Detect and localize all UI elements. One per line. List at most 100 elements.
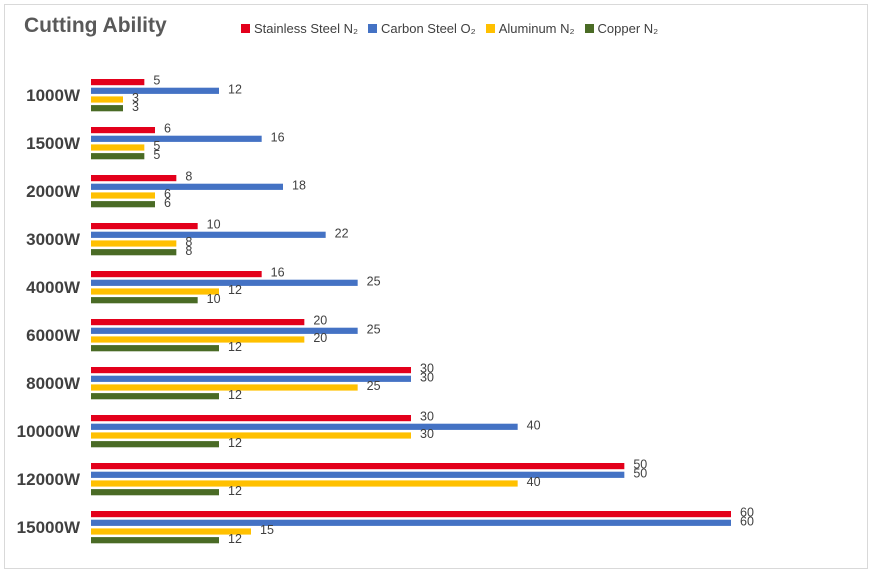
legend-swatch-aluminum	[485, 24, 495, 33]
data-label-6000w-series-1: 25	[367, 322, 381, 336]
data-label-12000w-series-1: 50	[633, 466, 647, 480]
data-label-6000w-series-2: 20	[313, 331, 327, 345]
bar-10000w-series-0	[91, 415, 411, 422]
bar-15000w-series-2	[91, 528, 251, 535]
data-label-6000w-series-3: 12	[228, 340, 242, 354]
data-label-2000w-series-3: 6	[164, 196, 171, 210]
data-label-15000w-series-2: 15	[260, 523, 274, 537]
category-label-2000w: 2000W	[26, 182, 81, 201]
bar-10000w-series-2	[91, 432, 411, 439]
data-label-1500w-series-3: 5	[153, 148, 160, 162]
legend-label-aluminum: Aluminum N₂	[498, 21, 575, 36]
bar-15000w-series-3	[91, 537, 219, 544]
data-label-2000w-series-2: 6	[164, 187, 171, 201]
bar-6000w-series-3	[91, 345, 219, 352]
legend-swatch-stainless-steel	[241, 24, 250, 33]
category-label-10000w: 10000W	[17, 422, 81, 441]
data-label-8000w-series-3: 12	[228, 388, 242, 402]
bar-1000w-series-1	[91, 87, 219, 94]
bar-12000w-series-1	[91, 471, 625, 478]
data-label-1500w-series-0: 6	[164, 122, 171, 136]
bar-10000w-series-3	[91, 441, 219, 448]
legend-item-copper: Copper N₂	[584, 21, 659, 36]
category-label-3000w: 3000W	[26, 230, 81, 249]
chart-legend: Stainless Steel N₂ Carbon Steel O₂ Alumi…	[241, 21, 658, 36]
data-label-15000w-series-1: 60	[740, 514, 754, 528]
bar-8000w-series-2	[91, 384, 358, 391]
bar-6000w-series-0	[91, 319, 305, 326]
legend-label-carbon-steel: Carbon Steel O₂	[381, 21, 476, 36]
bar-1500w-series-1	[91, 135, 262, 142]
data-label-6000w-series-0: 20	[313, 314, 327, 328]
bar-2000w-series-1	[91, 183, 283, 190]
bar-12000w-series-3	[91, 489, 219, 496]
data-label-10000w-series-0: 30	[420, 410, 434, 424]
data-label-1000w-series-0: 5	[153, 74, 160, 88]
data-label-12000w-series-2: 40	[527, 475, 541, 489]
bar-3000w-series-2	[91, 240, 177, 247]
bar-3000w-series-3	[91, 249, 177, 256]
data-label-8000w-series-1: 30	[420, 370, 434, 384]
bar-4000w-series-1	[91, 279, 358, 286]
bar-2000w-series-0	[91, 175, 177, 182]
data-label-8000w-series-0: 30	[420, 362, 434, 376]
bar-6000w-series-1	[91, 327, 358, 334]
bar-1000w-series-3	[91, 105, 123, 112]
legend-item-carbon-steel: Carbon Steel O₂	[368, 21, 476, 36]
category-label-1500w: 1500W	[26, 134, 81, 153]
data-label-1500w-series-2: 5	[153, 139, 160, 153]
bar-1000w-series-0	[91, 79, 145, 86]
category-label-12000w: 12000W	[17, 470, 81, 489]
data-label-4000w-series-1: 25	[367, 274, 381, 288]
bar-4000w-series-3	[91, 297, 198, 304]
legend-label-copper: Copper N₂	[597, 21, 659, 36]
data-label-4000w-series-2: 12	[228, 283, 242, 297]
data-label-10000w-series-2: 30	[420, 427, 434, 441]
category-label-1000w: 1000W	[26, 86, 81, 105]
category-label-4000w: 4000W	[26, 278, 81, 297]
data-label-3000w-series-2: 8	[185, 235, 192, 249]
data-label-3000w-series-3: 8	[185, 244, 192, 258]
bar-4000w-series-0	[91, 271, 262, 278]
data-label-10000w-series-1: 40	[527, 418, 541, 432]
data-label-15000w-series-0: 60	[740, 506, 754, 520]
data-label-1000w-series-2: 3	[132, 91, 139, 105]
data-label-15000w-series-3: 12	[228, 532, 242, 546]
data-label-3000w-series-1: 22	[335, 226, 349, 240]
bar-15000w-series-1	[91, 519, 731, 526]
legend-item-aluminum: Aluminum N₂	[485, 21, 575, 36]
data-label-2000w-series-0: 8	[185, 170, 192, 184]
data-label-1000w-series-3: 3	[132, 100, 139, 114]
data-label-8000w-series-2: 25	[367, 379, 381, 393]
bar-8000w-series-1	[91, 375, 411, 382]
legend-label-stainless-steel: Stainless Steel N₂	[254, 21, 359, 36]
bar-15000w-series-0	[91, 511, 731, 518]
data-label-4000w-series-0: 16	[271, 266, 285, 280]
bar-3000w-series-0	[91, 223, 198, 230]
data-label-1000w-series-1: 12	[228, 82, 242, 96]
bar-12000w-series-2	[91, 480, 518, 487]
category-label-15000w: 15000W	[17, 518, 81, 537]
data-label-3000w-series-0: 10	[207, 218, 221, 232]
data-label-4000w-series-3: 10	[207, 292, 221, 306]
legend-item-stainless-steel: Stainless Steel N₂	[241, 21, 358, 36]
legend-swatch-carbon-steel	[368, 24, 378, 33]
data-label-1500w-series-1: 16	[271, 130, 285, 144]
bar-4000w-series-2	[91, 288, 219, 295]
bar-8000w-series-0	[91, 367, 411, 374]
bar-10000w-series-1	[91, 423, 518, 430]
data-label-10000w-series-3: 12	[228, 436, 242, 450]
bar-1500w-series-3	[91, 153, 145, 160]
data-label-12000w-series-0: 50	[633, 458, 647, 472]
bar-3000w-series-1	[91, 231, 326, 238]
bar-8000w-series-3	[91, 393, 219, 400]
data-label-2000w-series-1: 18	[292, 178, 306, 192]
data-label-12000w-series-3: 12	[228, 484, 242, 498]
bar-1000w-series-2	[91, 96, 123, 103]
bar-12000w-series-0	[91, 463, 625, 470]
legend-swatch-copper	[584, 24, 594, 33]
category-label-8000w: 8000W	[26, 374, 81, 393]
category-label-6000w: 6000W	[26, 326, 81, 345]
bar-1500w-series-2	[91, 144, 145, 151]
